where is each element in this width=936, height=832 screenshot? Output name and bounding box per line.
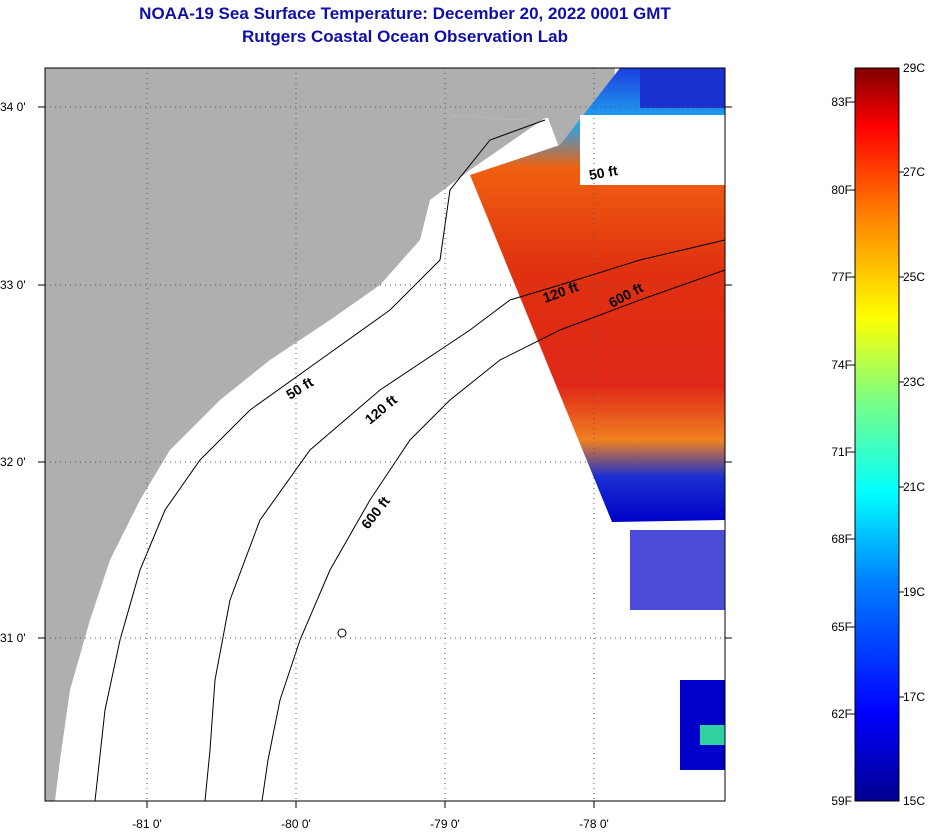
- colorbar-c-label: 23C: [903, 375, 926, 389]
- colorbar-c-label: 21C: [903, 480, 926, 494]
- colorbar-c-label: 15C: [903, 794, 926, 808]
- cold-patch-south: [630, 530, 725, 610]
- colorbar-c-label: 19C: [903, 585, 926, 599]
- colorbar-f-label: 62F: [831, 707, 852, 721]
- lat-label-32: 32 0': [0, 455, 26, 469]
- lat-label-31: 31 0': [0, 631, 26, 645]
- contour-label-50ft-north: 50 ft: [588, 162, 619, 183]
- colorbar-c-label: 25C: [903, 270, 926, 284]
- colorbar-ticks: [850, 101, 904, 715]
- map-title: NOAA-19 Sea Surface Temperature: Decembe…: [139, 4, 671, 23]
- colorbar: [854, 67, 900, 802]
- land-mass: [45, 68, 545, 801]
- colorbar-f-label: 74F: [831, 358, 852, 372]
- lon-label-79: -79 0': [430, 817, 460, 831]
- colorbar-c-label: 17C: [903, 690, 926, 704]
- land-peninsula: [440, 68, 615, 150]
- axis-ticks: [38, 106, 732, 808]
- contour-600ft: [261, 269, 725, 801]
- cloud-gap: [580, 115, 725, 185]
- colorbar-f-label: 77F: [831, 270, 852, 284]
- map-subtitle: Rutgers Coastal Ocean Observation Lab: [242, 27, 568, 46]
- colorbar-c-label: 27C: [903, 165, 926, 179]
- graticule: [45, 68, 725, 801]
- lon-label-78: -78 0': [579, 817, 609, 831]
- colorbar-f-label: 83F: [831, 95, 852, 109]
- warm-spot-se: [700, 725, 725, 745]
- lon-label-81: -81 0': [132, 817, 162, 831]
- shoal-ring: [337, 628, 347, 638]
- lat-label-33: 33 0': [0, 278, 26, 292]
- colorbar-f-label: 80F: [831, 183, 852, 197]
- colorbar-f-label: 65F: [831, 620, 852, 634]
- lat-label-34: 34 0': [0, 100, 26, 114]
- colorbar-c-label: 29C: [903, 61, 926, 75]
- colorbar-f-label: 68F: [831, 532, 852, 546]
- contour-50ft: [94, 119, 546, 801]
- map-frame: [44, 67, 726, 802]
- colorbar-f-label: 71F: [831, 445, 852, 459]
- cold-patch: [640, 68, 725, 108]
- colorbar-f-label: 59F: [831, 794, 852, 808]
- lon-label-80: -80 0': [281, 817, 311, 831]
